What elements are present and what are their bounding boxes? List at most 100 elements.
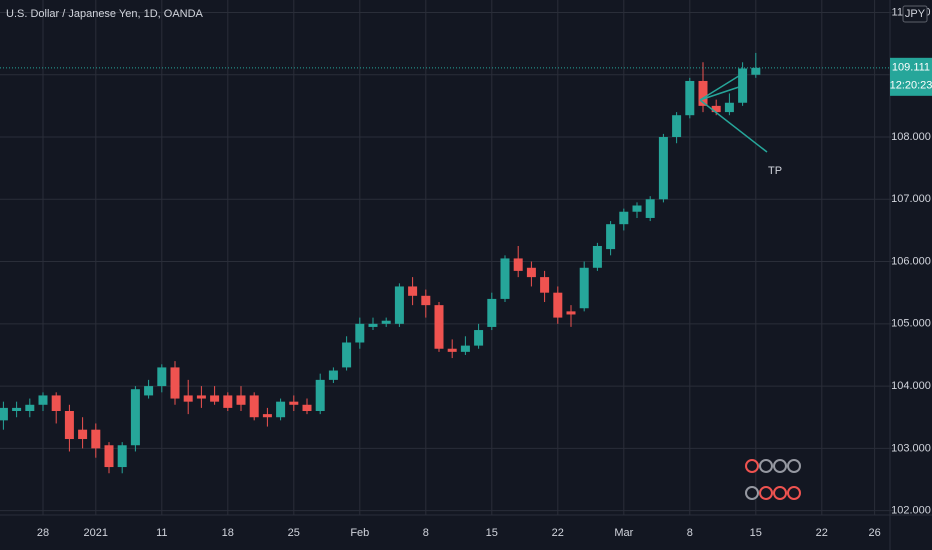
candle-body bbox=[460, 345, 470, 352]
x-tick-label: 11 bbox=[156, 527, 167, 539]
event-icon[interactable] bbox=[787, 486, 801, 500]
candle-body bbox=[408, 286, 418, 296]
candles bbox=[0, 52, 890, 474]
x-tick-label: Feb bbox=[350, 527, 369, 539]
x-tick-label: 15 bbox=[486, 527, 498, 539]
candle-body bbox=[210, 395, 220, 402]
candle-body bbox=[91, 429, 101, 449]
candle-body bbox=[500, 258, 510, 299]
currency-badge bbox=[902, 5, 928, 23]
candle-body bbox=[724, 102, 734, 113]
candle-body bbox=[566, 311, 576, 315]
x-tick-label: 18 bbox=[222, 527, 234, 539]
x-tick-label: 28 bbox=[37, 527, 49, 539]
candle-body bbox=[342, 342, 352, 368]
candle-body bbox=[368, 323, 378, 327]
event-icon[interactable] bbox=[745, 486, 759, 500]
x-tick-label: 2021 bbox=[84, 527, 108, 539]
candle-body bbox=[645, 199, 655, 218]
candle-body bbox=[738, 68, 748, 103]
event-icons bbox=[745, 459, 801, 500]
y-tick-label: 108.000 bbox=[891, 131, 931, 143]
candle-body bbox=[592, 245, 602, 268]
last-price-box bbox=[890, 57, 932, 96]
candle-body bbox=[12, 407, 22, 412]
countdown-label: 12:20:23 bbox=[890, 80, 932, 92]
candle-body bbox=[447, 348, 457, 352]
candle-body bbox=[698, 80, 708, 106]
candle-body bbox=[394, 286, 404, 324]
candle-body bbox=[513, 258, 523, 271]
candle-body bbox=[711, 105, 721, 113]
candle-body bbox=[236, 395, 246, 405]
candle-body bbox=[38, 395, 48, 405]
event-icon[interactable] bbox=[787, 459, 801, 473]
y-tick-label: 107.000 bbox=[891, 193, 931, 205]
candle-body bbox=[355, 323, 365, 343]
candle-body bbox=[632, 205, 642, 212]
candle-body bbox=[685, 80, 695, 116]
candle-body bbox=[51, 395, 61, 412]
trend-line bbox=[699, 99, 768, 153]
annotation: TP bbox=[768, 165, 782, 177]
candle-body bbox=[553, 292, 563, 318]
candle-body bbox=[276, 401, 286, 418]
candle-body bbox=[672, 115, 682, 138]
candle-body bbox=[421, 295, 431, 306]
candle-body bbox=[487, 298, 497, 327]
x-tick-label: 22 bbox=[816, 527, 828, 539]
x-tick-label: 26 bbox=[868, 527, 880, 539]
x-tick-label: 8 bbox=[687, 527, 693, 539]
candle-body bbox=[540, 277, 550, 293]
trend-line bbox=[699, 73, 743, 101]
candle-body bbox=[381, 320, 391, 324]
x-tick-label: 25 bbox=[288, 527, 300, 539]
event-icon[interactable] bbox=[745, 459, 759, 473]
candle-body bbox=[606, 224, 616, 250]
y-tick-label: 102.000 bbox=[891, 505, 931, 517]
candle-body bbox=[526, 267, 536, 278]
candle-body bbox=[170, 367, 180, 399]
candle-body bbox=[249, 395, 259, 418]
candle-body bbox=[328, 370, 338, 380]
y-tick-label: 103.000 bbox=[891, 442, 931, 454]
x-tick-label: Mar bbox=[614, 527, 633, 539]
event-icon[interactable] bbox=[759, 486, 773, 500]
candle-body bbox=[619, 211, 629, 225]
candle-body bbox=[130, 389, 140, 446]
trend-lines bbox=[699, 73, 768, 153]
y-tick-label: 106.000 bbox=[891, 255, 931, 267]
candle-body bbox=[25, 404, 35, 412]
candle-body bbox=[289, 401, 299, 405]
candle-body bbox=[117, 445, 127, 468]
currency-label: JPY bbox=[905, 8, 926, 20]
candle-body bbox=[658, 137, 668, 200]
candle-body bbox=[751, 67, 761, 75]
x-tick-label: 22 bbox=[552, 527, 564, 539]
candle-body bbox=[302, 404, 312, 412]
last-price-label: 109.111 bbox=[892, 62, 930, 74]
candle-body bbox=[262, 414, 272, 418]
candle-body bbox=[315, 379, 325, 412]
event-icon[interactable] bbox=[773, 459, 787, 473]
candle-body bbox=[183, 395, 193, 402]
event-icon[interactable] bbox=[759, 459, 773, 473]
candle-body bbox=[579, 267, 589, 309]
candle-body bbox=[64, 411, 74, 440]
y-tick-label: 104.000 bbox=[891, 380, 931, 392]
y-tick-label: 105.000 bbox=[891, 318, 931, 330]
candle-body bbox=[223, 395, 233, 408]
trend-line bbox=[699, 85, 743, 101]
event-icon[interactable] bbox=[773, 486, 787, 500]
candle-body bbox=[0, 407, 8, 421]
candle-body bbox=[434, 305, 444, 349]
candle-body bbox=[157, 367, 167, 387]
axes: 102.000 103.000 104.000 105.000 106.000 107.0… bbox=[37, 5, 932, 539]
candle-body bbox=[78, 429, 88, 440]
x-tick-label: 15 bbox=[750, 527, 762, 539]
chart-title: U.S. Dollar / Japanese Yen, 1D, OANDA bbox=[6, 8, 204, 20]
x-tick-label: 8 bbox=[423, 527, 429, 539]
candle-body bbox=[104, 445, 114, 468]
candle-body bbox=[196, 395, 206, 399]
